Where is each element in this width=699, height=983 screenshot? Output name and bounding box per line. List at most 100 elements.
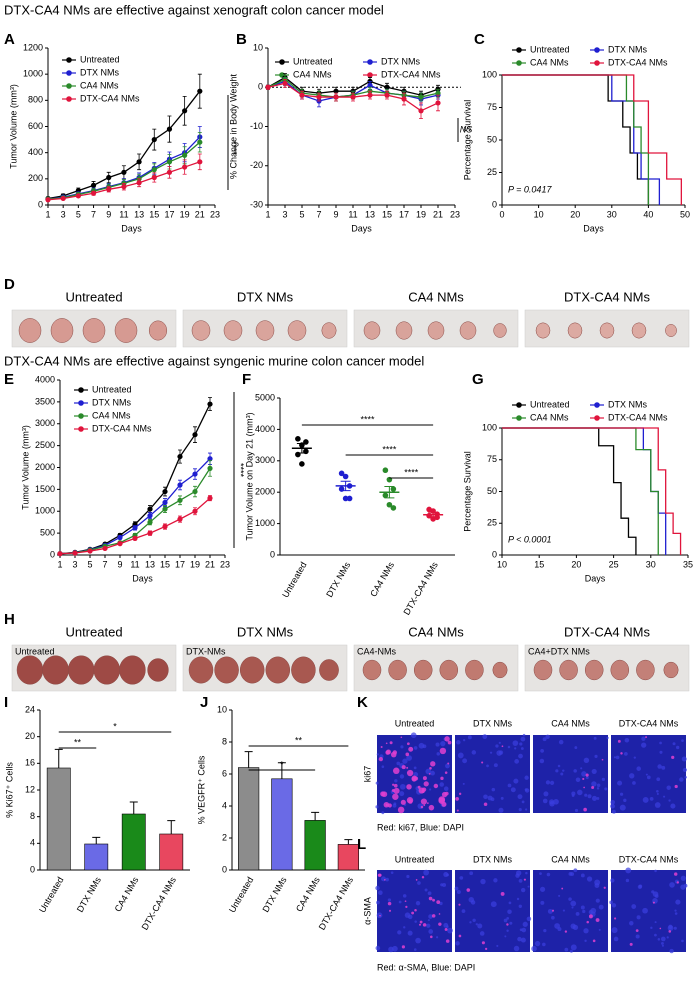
y-tick-label: 2000 xyxy=(255,487,275,497)
data-point xyxy=(390,486,397,492)
nucleus xyxy=(425,768,432,775)
nucleus xyxy=(410,732,417,739)
column-label: CA4 NMs xyxy=(551,718,590,728)
stain xyxy=(404,900,407,902)
x-tick-label: 23 xyxy=(450,209,460,219)
nucleus xyxy=(496,944,499,948)
tumor xyxy=(148,320,168,341)
stain xyxy=(408,799,413,804)
nucleus xyxy=(558,894,561,897)
legend-swatch xyxy=(78,426,84,432)
nucleus xyxy=(542,942,546,947)
legend-label: Untreated xyxy=(530,44,570,54)
y-tick-label: 50 xyxy=(487,134,497,144)
nucleus xyxy=(413,766,417,770)
y-tick-label: 25 xyxy=(487,518,497,528)
x-tick-label: 11 xyxy=(348,209,357,219)
x-tick-label: 11 xyxy=(119,209,128,219)
legend-label: CA4 NMs xyxy=(530,57,569,67)
nucleus xyxy=(661,941,664,945)
legend-swatch xyxy=(367,72,373,78)
nucleus xyxy=(507,909,512,915)
chart-panel: J 0 2 4 6 8 10 % VEGFR⁺ Cells Untreated DTX NMs CA… xyxy=(196,694,365,932)
y-tick-label: 10 xyxy=(253,42,263,52)
nucleus xyxy=(439,782,444,787)
data-point xyxy=(90,190,97,196)
x-tick-label: 21 xyxy=(195,209,205,219)
nucleus xyxy=(586,876,593,882)
x-tick-label: CA4 NMs xyxy=(294,875,322,914)
nucleus xyxy=(660,936,666,942)
nucleus xyxy=(381,811,385,815)
stain xyxy=(674,872,678,876)
data-point xyxy=(333,94,339,100)
x-axis-label: Days xyxy=(583,223,604,233)
data-point xyxy=(106,186,112,192)
nucleus xyxy=(491,787,496,792)
stain xyxy=(652,901,655,904)
data-point xyxy=(177,516,183,522)
photo-label: Untreated xyxy=(65,289,122,304)
legend-label: DTX-CA4 NMs xyxy=(92,423,152,433)
stain xyxy=(614,917,617,920)
nucleus xyxy=(562,769,565,772)
data-point xyxy=(197,159,203,165)
panel-letter: D xyxy=(4,276,15,293)
nucleus xyxy=(406,874,410,879)
stain xyxy=(620,752,623,755)
stain xyxy=(485,947,488,950)
y-axis-label: % Ki67⁺ Cells xyxy=(4,762,14,818)
nucleus xyxy=(397,930,402,935)
x-tick-label: 19 xyxy=(180,209,190,219)
y-tick-label: 75 xyxy=(487,102,497,112)
nucleus xyxy=(575,777,581,783)
error-bar xyxy=(167,820,176,834)
nucleus xyxy=(575,911,580,916)
annotation: P = 0.0417 xyxy=(508,184,552,194)
photo-label: Untreated xyxy=(65,624,122,639)
data-point xyxy=(177,497,183,503)
x-axis-label: Days xyxy=(585,573,606,583)
nucleus xyxy=(446,925,449,928)
nucleus xyxy=(652,891,659,897)
legend-swatch xyxy=(78,413,84,419)
nucleus xyxy=(635,934,640,939)
tumor xyxy=(395,321,413,340)
x-tick-label: 13 xyxy=(365,209,375,219)
nucleus xyxy=(681,739,684,743)
nucleus xyxy=(646,775,651,780)
nucleus xyxy=(417,881,421,885)
nucleus xyxy=(554,923,560,929)
nucleus xyxy=(657,937,661,941)
survival-curve xyxy=(502,74,661,205)
data-point xyxy=(390,505,397,511)
tumor xyxy=(67,655,95,685)
tumor xyxy=(599,322,615,339)
y-tick-label: 24 xyxy=(25,704,35,714)
nucleus xyxy=(656,789,659,793)
stain xyxy=(390,751,397,758)
x-tick-label: 15 xyxy=(534,559,544,569)
survival-curve xyxy=(502,427,637,555)
tumor xyxy=(42,655,69,685)
nucleus xyxy=(679,777,684,782)
stain xyxy=(585,773,589,777)
nucleus xyxy=(518,904,522,908)
nucleus xyxy=(402,894,407,898)
nucleus xyxy=(399,791,405,797)
legend-label: DTX NMs xyxy=(608,44,647,54)
stain xyxy=(635,929,639,932)
tumor xyxy=(493,323,507,338)
nucleus xyxy=(594,879,601,886)
tumor xyxy=(287,320,307,341)
stain xyxy=(433,783,439,789)
nucleus xyxy=(427,919,430,922)
nucleus xyxy=(402,758,408,764)
column-label: DTX-CA4 NMs xyxy=(619,718,679,728)
stain xyxy=(406,769,414,777)
column-label: DTX NMs xyxy=(473,854,512,864)
nucleus xyxy=(585,776,589,780)
stain xyxy=(676,881,679,884)
nucleus xyxy=(666,785,672,790)
x-tick-label: 50 xyxy=(680,209,690,219)
